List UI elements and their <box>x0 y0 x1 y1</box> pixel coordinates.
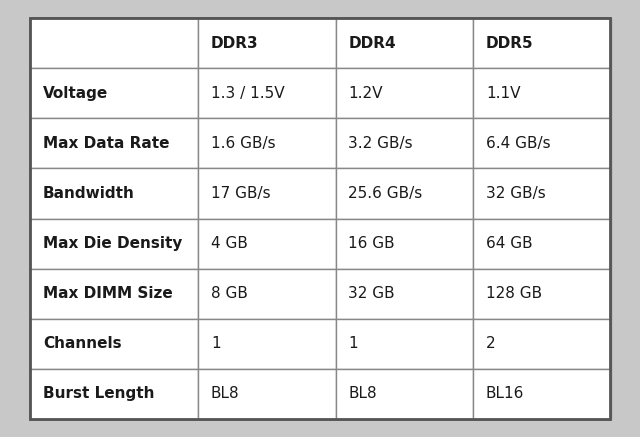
Text: 2: 2 <box>486 336 495 351</box>
Text: 64 GB: 64 GB <box>486 236 532 251</box>
Bar <box>473 118 611 168</box>
Text: 32 GB/s: 32 GB/s <box>486 186 546 201</box>
Text: 8 GB: 8 GB <box>211 286 248 301</box>
Bar <box>335 319 473 369</box>
Bar <box>30 218 198 269</box>
Bar <box>335 269 473 319</box>
Bar <box>473 369 611 419</box>
Bar <box>198 369 335 419</box>
Text: 25.6 GB/s: 25.6 GB/s <box>348 186 422 201</box>
Bar <box>30 118 198 168</box>
Text: Burst Length: Burst Length <box>43 386 154 402</box>
Text: 17 GB/s: 17 GB/s <box>211 186 271 201</box>
Text: Bandwidth: Bandwidth <box>43 186 134 201</box>
Bar <box>335 218 473 269</box>
Bar <box>198 168 335 218</box>
Bar <box>30 18 198 68</box>
Text: 32 GB: 32 GB <box>348 286 395 301</box>
Bar <box>473 18 611 68</box>
Text: Voltage: Voltage <box>43 86 108 101</box>
Bar <box>473 218 611 269</box>
Text: 6.4 GB/s: 6.4 GB/s <box>486 136 550 151</box>
Bar <box>335 168 473 218</box>
Bar <box>335 369 473 419</box>
Bar <box>335 18 473 68</box>
Text: DDR4: DDR4 <box>348 35 396 51</box>
Text: Max Data Rate: Max Data Rate <box>43 136 169 151</box>
Bar <box>198 269 335 319</box>
Bar <box>30 168 198 218</box>
Text: 1: 1 <box>348 336 358 351</box>
Text: 1.3 / 1.5V: 1.3 / 1.5V <box>211 86 285 101</box>
Bar <box>473 269 611 319</box>
Text: 4 GB: 4 GB <box>211 236 248 251</box>
Bar <box>30 269 198 319</box>
Bar <box>335 68 473 118</box>
Text: DDR5: DDR5 <box>486 35 534 51</box>
Bar <box>30 369 198 419</box>
Text: 128 GB: 128 GB <box>486 286 542 301</box>
Bar <box>473 319 611 369</box>
Text: BL8: BL8 <box>211 386 239 402</box>
Bar <box>198 18 335 68</box>
Text: BL8: BL8 <box>348 386 377 402</box>
Text: Channels: Channels <box>43 336 122 351</box>
Bar <box>198 118 335 168</box>
Text: 1.6 GB/s: 1.6 GB/s <box>211 136 276 151</box>
Text: BL16: BL16 <box>486 386 524 402</box>
Text: Max Die Density: Max Die Density <box>43 236 182 251</box>
Bar <box>335 118 473 168</box>
Text: DDR3: DDR3 <box>211 35 259 51</box>
Bar <box>473 168 611 218</box>
Text: 1.2V: 1.2V <box>348 86 383 101</box>
Text: 1: 1 <box>211 336 221 351</box>
Text: Max DIMM Size: Max DIMM Size <box>43 286 173 301</box>
Bar <box>198 68 335 118</box>
Text: 3.2 GB/s: 3.2 GB/s <box>348 136 413 151</box>
Bar <box>198 319 335 369</box>
Bar <box>30 319 198 369</box>
Bar <box>30 68 198 118</box>
Bar <box>473 68 611 118</box>
Bar <box>198 218 335 269</box>
Text: 16 GB: 16 GB <box>348 236 395 251</box>
Text: 1.1V: 1.1V <box>486 86 520 101</box>
